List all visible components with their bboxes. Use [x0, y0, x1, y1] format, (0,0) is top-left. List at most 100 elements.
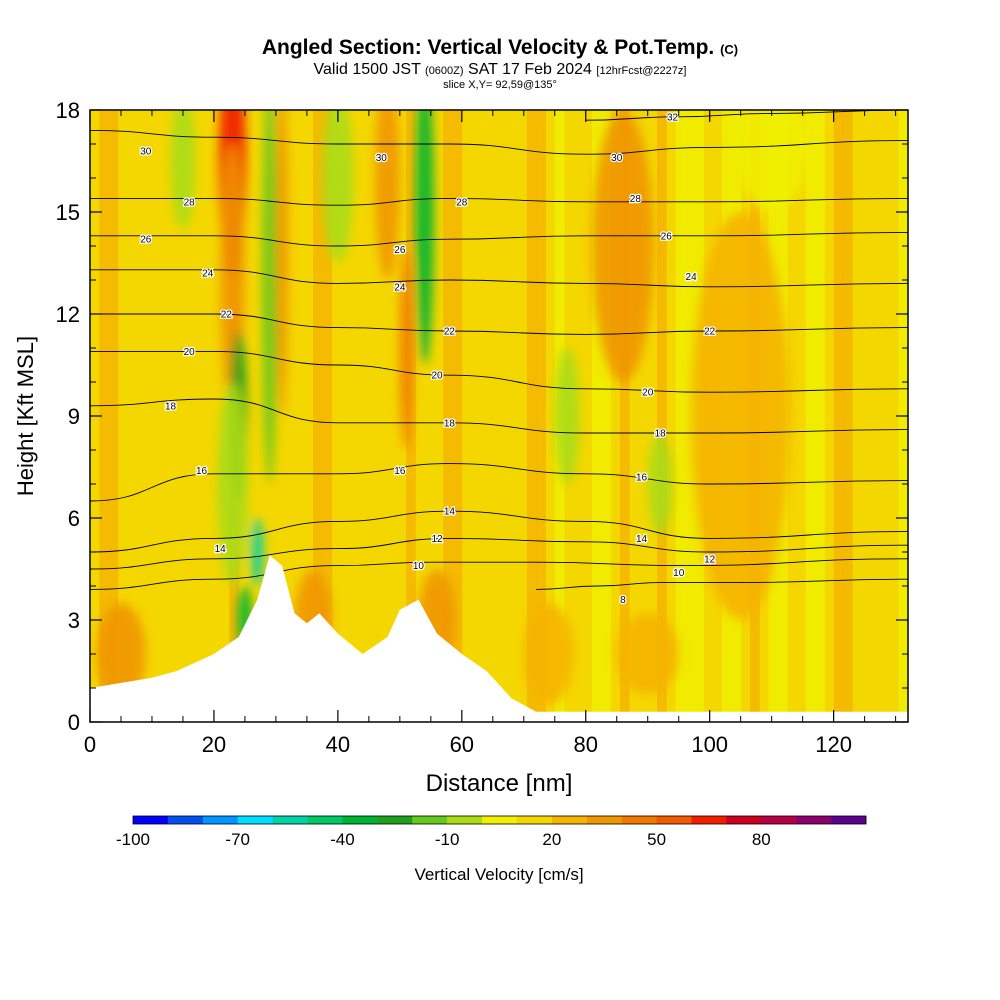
x-tick-label: 0 — [84, 732, 96, 757]
contour-label: 20 — [642, 388, 654, 399]
contour-label: 20 — [184, 347, 196, 358]
colorbar-swatch — [551, 816, 588, 824]
velocity-feature — [591, 110, 654, 382]
contour-label: 24 — [686, 272, 698, 283]
theta-contour-24 — [90, 269, 908, 288]
colorbar-swatch — [202, 816, 239, 824]
velocity-band — [815, 110, 825, 722]
colorbar-swatch — [342, 816, 378, 824]
velocity-band — [601, 110, 612, 722]
velocity-band — [313, 110, 323, 722]
velocity-band — [443, 110, 454, 722]
contour-label: 16 — [394, 466, 406, 477]
velocity-feature — [217, 382, 249, 586]
theta-contour-10 — [90, 558, 908, 590]
velocity-band — [805, 110, 816, 722]
velocity-feature — [734, 110, 809, 212]
velocity-band — [536, 110, 546, 722]
contour-label: 26 — [394, 245, 406, 256]
contour-label: 22 — [444, 327, 456, 338]
colorbar-tick-label: -100 — [116, 830, 150, 849]
velocity-feature — [616, 613, 679, 695]
contour-labels: 30 28 26 24 22 20 18 16 14 30 28 26 24 22 20 18 16 14 12 10… — [139, 111, 717, 607]
contour-label: 32 — [667, 112, 679, 123]
velocity-band — [833, 110, 844, 722]
x-axis-label: Distance [nm] — [426, 770, 573, 797]
plot-area: 30 28 26 24 22 20 18 16 14 30 28 26 24 22 20 18 16 14 12 10… — [90, 110, 908, 722]
colorbar-swatch — [586, 816, 622, 824]
colorbar-swatch — [621, 816, 657, 824]
theta-contour-18 — [90, 398, 908, 434]
x-tick-label: 120 — [815, 732, 852, 757]
y-tick-label: 12 — [56, 302, 80, 327]
y-tick-label: 6 — [68, 506, 80, 531]
theta-contour-8 — [536, 578, 908, 590]
colorbar-tick-label: 80 — [752, 830, 771, 849]
theta-contour-32 — [585, 110, 908, 121]
y-tick-label: 15 — [56, 200, 80, 225]
y-tick-label: 0 — [68, 710, 80, 735]
colorbar-tick-label: -40 — [330, 830, 355, 849]
theta-contour-12 — [90, 537, 908, 570]
velocity-band — [99, 110, 110, 722]
velocity-band — [526, 110, 537, 722]
velocity-feature — [647, 433, 673, 535]
terrain-mask — [90, 555, 908, 722]
colorbar-swatch — [237, 816, 273, 824]
contour-label: 12 — [704, 554, 716, 565]
velocity-feature — [415, 110, 434, 365]
velocity-feature — [399, 246, 413, 450]
velocity-band — [619, 110, 630, 722]
contour-label: 14 — [636, 534, 648, 545]
colorbar-frame — [132, 815, 867, 825]
contour-label: 14 — [444, 507, 456, 518]
colorbar-swatch — [307, 816, 343, 824]
colorbar — [132, 815, 867, 825]
colorbar-swatch — [272, 816, 308, 824]
velocity-band — [657, 110, 667, 722]
contour-label: 30 — [140, 146, 152, 157]
contour-label: 18 — [655, 429, 667, 440]
contour-label: 12 — [431, 534, 443, 545]
velocity-band — [675, 110, 686, 722]
contour-label: 8 — [620, 595, 626, 606]
contour-label: 10 — [413, 561, 425, 572]
y-tick-label: 18 — [56, 98, 80, 123]
potential-temperature-contours — [90, 110, 908, 590]
velocity-feature — [275, 110, 289, 416]
velocity-feature — [691, 212, 791, 620]
colorbar-swatch — [482, 816, 518, 824]
colorbar-label: Vertical Velocity [cm/s] — [414, 865, 583, 884]
contour-label: 28 — [456, 197, 468, 208]
colorbar-swatch — [447, 816, 483, 824]
contour-label: 24 — [394, 282, 406, 293]
y-tick-label: 9 — [68, 404, 80, 429]
colorbar-swatch — [761, 816, 797, 824]
x-tick-label: 100 — [691, 732, 728, 757]
contour-label: 26 — [661, 231, 673, 242]
colorbar-swatch — [167, 816, 204, 824]
contour-label: 28 — [184, 197, 196, 208]
colorbar-swatch — [831, 816, 867, 824]
colorbar-swatch — [133, 816, 169, 824]
theta-contour-16 — [90, 463, 908, 502]
velocity-feature — [322, 110, 354, 263]
colorbar-tick-label: 20 — [542, 830, 561, 849]
colorbar-swatch — [656, 816, 692, 824]
valid-time: Valid 1500 JST (0600Z) SAT 17 Feb 2024 [… — [313, 61, 687, 78]
velocity-feature — [170, 110, 196, 229]
contour-label: 30 — [611, 153, 623, 164]
colorbar-tick-label: -70 — [225, 830, 250, 849]
axes: 0 20 40 60 80 100 120 0 3 6 9 12 15 18 — [56, 98, 908, 757]
contour-label: 10 — [673, 568, 685, 579]
contour-label: 18 — [444, 418, 456, 429]
contour-label: 16 — [636, 473, 648, 484]
velocity-feature — [523, 603, 574, 705]
contour-label: 24 — [202, 269, 214, 280]
theta-contour-22 — [90, 313, 908, 335]
theta-contour-30 — [90, 129, 908, 155]
y-tick-label: 3 — [68, 608, 80, 633]
slice-info: slice X,Y= 92,59@135° — [443, 79, 557, 91]
colorbar-tick-label: 50 — [647, 830, 666, 849]
